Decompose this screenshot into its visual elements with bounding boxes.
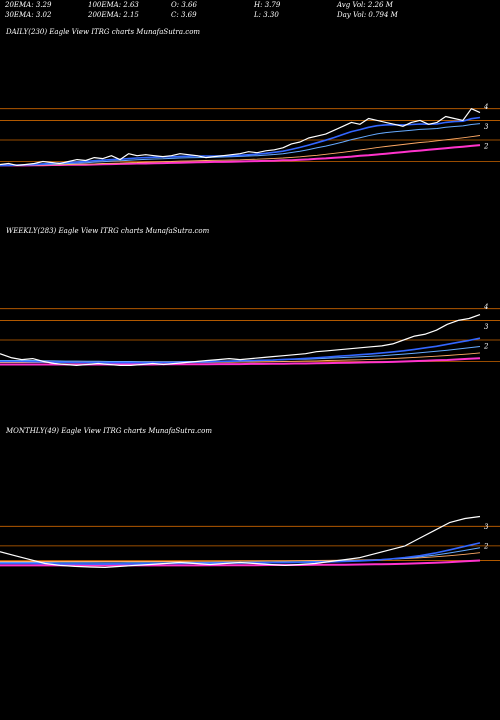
daily-ema-200-line	[0, 144, 481, 167]
weekly-y-tick-2: 2	[483, 342, 489, 350]
monthly-price-line	[0, 515, 481, 569]
weekly-y-tick-3: 3	[484, 323, 489, 331]
monthly-y-tick-2: 2	[483, 542, 489, 550]
daily-ema-mid-line	[0, 123, 481, 166]
stat-200ema: 200EMA: 2.15	[88, 11, 139, 19]
stat-open: O: 3.66	[171, 1, 197, 9]
weekly-y-tick-4: 4	[483, 303, 488, 311]
daily-ema-fast-line	[0, 116, 481, 167]
monthly-ema-200-line	[0, 559, 481, 567]
stat-30ema: 30EMA: 3.02	[5, 11, 52, 19]
weekly-price-line	[0, 314, 481, 366]
stat-day-vol: Day Vol: 0.794 M	[337, 11, 398, 19]
monthly-y-tick-3: 3	[484, 523, 489, 531]
stat-100ema: 100EMA: 2.63	[88, 1, 139, 9]
daily-price-line	[0, 108, 481, 166]
stat-avg-vol: Avg Vol: 2.26 M	[337, 1, 393, 9]
stat-20ema: 20EMA: 3.29	[5, 1, 52, 9]
stat-low: L: 3.30	[254, 11, 279, 19]
panel-label-weekly: WEEKLY(283) Eagle View ITRG charts Munaf…	[6, 227, 210, 235]
daily-ema-slow-line	[0, 135, 481, 166]
panel-label-monthly: MONTHLY(49) Eagle View ITRG charts Munaf…	[6, 427, 212, 435]
stat-close: C: 3.69	[171, 11, 197, 19]
daily-y-tick-4: 4	[483, 103, 488, 111]
panel-label-daily: DAILY(230) Eagle View ITRG charts Munafa…	[6, 28, 201, 36]
daily-y-tick-3: 3	[484, 123, 489, 131]
stat-high: H: 3.79	[254, 1, 281, 9]
weekly-ema-fast-line	[0, 337, 481, 364]
daily-y-tick-2: 2	[483, 142, 489, 150]
